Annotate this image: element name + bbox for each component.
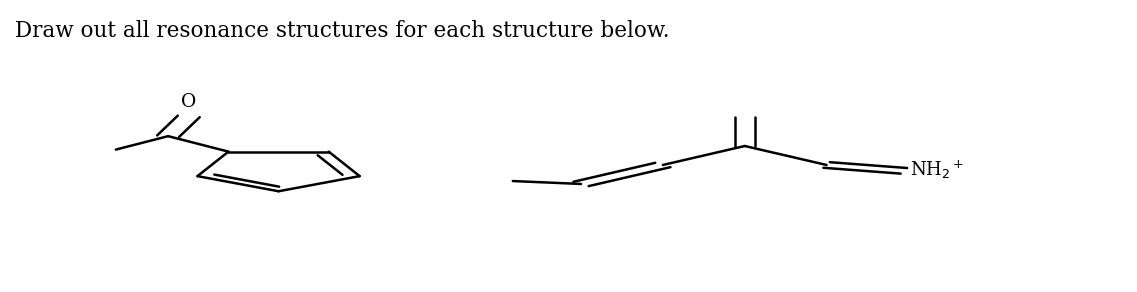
- Text: Draw out all resonance structures for each structure below.: Draw out all resonance structures for ea…: [15, 20, 670, 42]
- Text: NH$_2$$^+$: NH$_2$$^+$: [910, 159, 964, 181]
- Text: O: O: [181, 93, 197, 111]
